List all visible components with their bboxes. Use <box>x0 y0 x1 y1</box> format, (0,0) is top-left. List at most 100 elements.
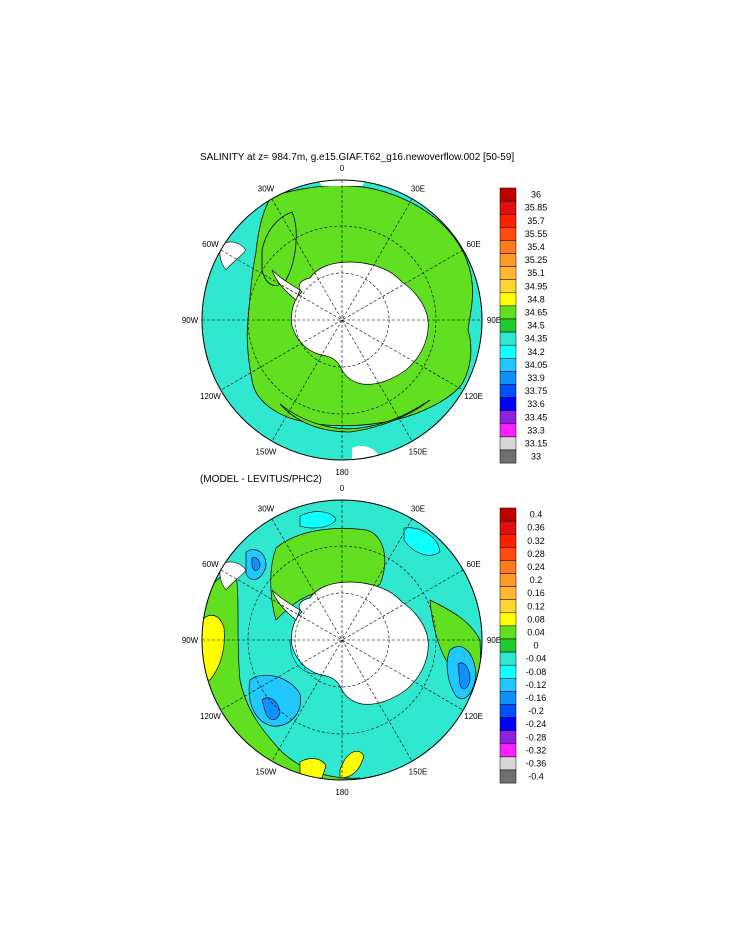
difference-map: 0 30E 60E 90E 120E 150E 180 150W 120W 90W 60W 30W 0… <box>182 484 546 797</box>
colorbar-label: 36 <box>531 190 541 200</box>
colorbar-label: -0.4 <box>528 772 544 782</box>
colorbar-swatch <box>499 533 517 548</box>
colorbar-label: 34.2 <box>527 347 545 357</box>
colorbar-label: 35.4 <box>527 242 545 252</box>
colorbar-swatch <box>499 358 517 372</box>
colorbar-label: 33 <box>531 452 541 462</box>
colorbar-swatch <box>499 520 517 535</box>
colorbar-swatch <box>499 227 517 241</box>
colorbar-label: 33.75 <box>525 386 548 396</box>
colorbar-swatch <box>499 573 517 587</box>
colorbar-swatch <box>499 200 517 215</box>
colorbar-label: 0.28 <box>527 549 545 559</box>
diff-band-neg0.16-east <box>457 662 471 690</box>
colorbar-label: -0.16 <box>526 693 547 703</box>
colorbar-swatch <box>499 560 517 574</box>
colorbar-swatch <box>499 318 517 333</box>
diff-band-neg0.12-southwest <box>248 674 302 727</box>
panel-title-salinity: SALINITY at z= 984.7m, g.e15.GIAF.T62_g1… <box>200 152 515 163</box>
longitude-label: 0 <box>340 484 345 493</box>
colorbar-swatch <box>499 625 517 640</box>
graticule-bottom <box>202 500 482 780</box>
map-border-top <box>201 179 483 461</box>
colorbar-label: 33.3 <box>527 425 545 435</box>
longitude-labels-top: 0 30E 60E 90E 120E 150E 180 150W 120W 90W 60W 30W <box>182 164 501 477</box>
longitude-label: 120E <box>464 392 483 401</box>
colorbar-label: 0.12 <box>527 601 545 611</box>
land-antarctica <box>291 261 429 385</box>
land-south-america <box>219 241 247 271</box>
colorbar-swatch <box>499 756 517 771</box>
colorbar-swatch <box>499 292 517 307</box>
colorbar-swatch <box>499 410 517 425</box>
longitude-label: 90W <box>182 316 199 325</box>
land-antarctic-peninsula <box>271 269 301 301</box>
colorbar-swatch <box>499 371 517 385</box>
longitude-label: 180 <box>335 788 349 797</box>
colorbar-swatch <box>499 397 517 411</box>
colorbar-label: 34.05 <box>525 360 548 370</box>
colorbar-swatch <box>499 599 517 614</box>
land-south-america-bottom <box>219 561 247 591</box>
colorbar-label: 34.95 <box>525 281 548 291</box>
longitude-label: 120W <box>200 712 221 721</box>
colorbar-swatch <box>499 344 517 359</box>
colorbar-swatch <box>499 305 517 320</box>
colorbar-swatch <box>499 240 517 254</box>
colorbar-label: 35.85 <box>525 203 548 213</box>
colorbar-label: 35.7 <box>527 216 545 226</box>
longitude-label: 60E <box>466 560 480 569</box>
colorbar-label: 34.5 <box>527 321 545 331</box>
diff-band-neg0.08-patch2 <box>403 527 441 556</box>
colorbar-swatch <box>499 423 517 438</box>
panel-title-difference: (MODEL - LEVITUS/PHC2) <box>200 474 322 485</box>
colorbar-swatch <box>499 436 517 451</box>
colorbar-label: -0.08 <box>526 667 547 677</box>
colorbar-label: 34.35 <box>525 334 548 344</box>
longitude-label: 120W <box>200 392 221 401</box>
colorbar-label: 33.9 <box>527 373 545 383</box>
graticule-top <box>202 180 482 460</box>
land-antarctica-bottom <box>291 581 429 705</box>
colorbar-swatch <box>499 704 517 718</box>
colorbar-salinity: 36 35.85 35.7 35.55 35.4 35.25 35.1 34.95 34.8 34… <box>499 187 548 464</box>
colorbar-label: 0.08 <box>527 614 545 624</box>
longitude-label: 60W <box>202 560 219 569</box>
longitude-label: 60W <box>202 240 219 249</box>
longitude-label: 30W <box>258 184 275 193</box>
diff-band-neg0.16-northwest <box>251 557 261 571</box>
colorbar-label: 33.6 <box>527 399 545 409</box>
colorbar-label: 0.16 <box>527 588 545 598</box>
colorbar-difference: 0.4 0.36 0.32 0.28 0.24 0.2 0.16 0.12 0.08 0.04 0 -… <box>499 507 547 784</box>
longitude-label: 60E <box>466 240 480 249</box>
colorbar-label: 35.55 <box>525 229 548 239</box>
land-antarctic-peninsula-bottom <box>271 589 301 621</box>
longitude-label: 90E <box>487 636 501 645</box>
longitude-label: 150E <box>409 448 428 457</box>
colorbar-swatch <box>499 678 517 692</box>
colorbar-swatch <box>499 279 517 294</box>
colorbar-swatch <box>499 253 517 267</box>
longitude-label: 150W <box>256 768 277 777</box>
colorbar-swatch <box>499 547 517 561</box>
colorbar-swatch <box>499 769 517 784</box>
longitude-label: 30W <box>258 504 275 513</box>
longitude-labels-bottom: 0 30E 60E 90E 120E 150E 180 150W 120W 90W 60W 30W <box>182 484 501 797</box>
colorbar-label: -0.2 <box>528 706 544 716</box>
colorbar-label: 0.4 <box>530 510 543 520</box>
colorbar-swatch <box>499 638 517 653</box>
colorbar-label: 0.2 <box>530 575 543 585</box>
longitude-label: 0 <box>340 164 345 173</box>
colorbar-swatch <box>499 717 517 731</box>
colorbar-swatch <box>499 651 517 666</box>
longitude-label: 30E <box>411 504 425 513</box>
longitude-label: 150W <box>256 448 277 457</box>
salinity-band-34.65-weddell <box>261 211 297 286</box>
colorbar-label: 0.36 <box>527 523 545 533</box>
colorbar-label: 34.8 <box>527 294 545 304</box>
longitude-label: 180 <box>335 468 349 477</box>
colorbar-swatch <box>499 187 517 202</box>
longitude-label: 150E <box>409 768 428 777</box>
colorbar-label: 33.15 <box>525 438 548 448</box>
